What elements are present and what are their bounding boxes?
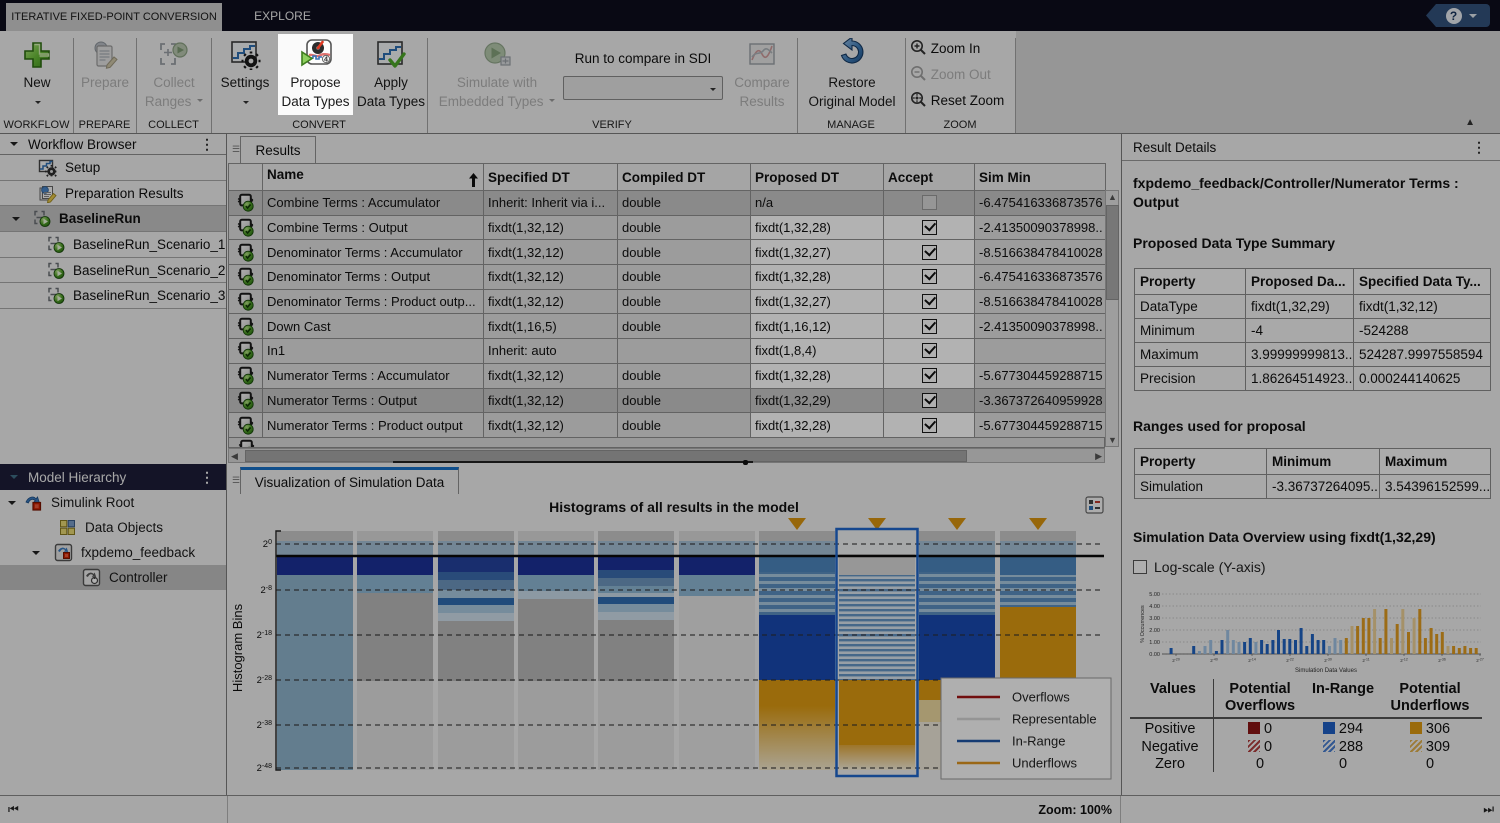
svg-text:3.00: 3.00: [1149, 616, 1160, 622]
svg-text:2-28: 2-28: [257, 675, 273, 686]
svg-text:1.00: 1.00: [1149, 640, 1160, 646]
svg-text:0.00: 0.00: [1149, 652, 1160, 658]
svg-text:2-38: 2-38: [257, 720, 273, 731]
svg-text:20: 20: [263, 539, 272, 550]
svg-text:4.00: 4.00: [1149, 604, 1160, 610]
svg-text:Representable: Representable: [1012, 712, 1097, 727]
svg-text:Simulation Data Values: Simulation Data Values: [1295, 668, 1357, 674]
svg-text:2-14: 2-14: [1248, 658, 1256, 664]
svg-text:2-12: 2-12: [1400, 658, 1408, 664]
svg-text:Overflows: Overflows: [1012, 690, 1070, 705]
svg-text:2-11: 2-11: [1362, 658, 1369, 664]
svg-text:2-30: 2-30: [1324, 658, 1332, 664]
svg-text:4: 4: [324, 57, 328, 64]
svg-text:2.00: 2.00: [1149, 628, 1160, 634]
svg-text:2-20: 2-20: [1172, 658, 1180, 664]
svg-text:Underflows: Underflows: [1012, 756, 1078, 771]
svg-text:% Occurrences: % Occurrences: [1140, 605, 1146, 643]
svg-text:2-8: 2-8: [260, 585, 272, 596]
svg-text:2-36: 2-36: [1438, 658, 1446, 664]
svg-text:2-27: 2-27: [1476, 658, 1484, 664]
svg-text:2-18: 2-18: [257, 630, 273, 641]
svg-text:2-48: 2-48: [257, 763, 273, 774]
svg-text:In-Range: In-Range: [1012, 734, 1065, 749]
svg-text:2-22: 2-22: [1286, 658, 1294, 664]
svg-text:2-40: 2-40: [1210, 658, 1218, 664]
svg-text:5.00: 5.00: [1149, 592, 1160, 598]
svg-text:Histogram Bins: Histogram Bins: [230, 603, 245, 692]
